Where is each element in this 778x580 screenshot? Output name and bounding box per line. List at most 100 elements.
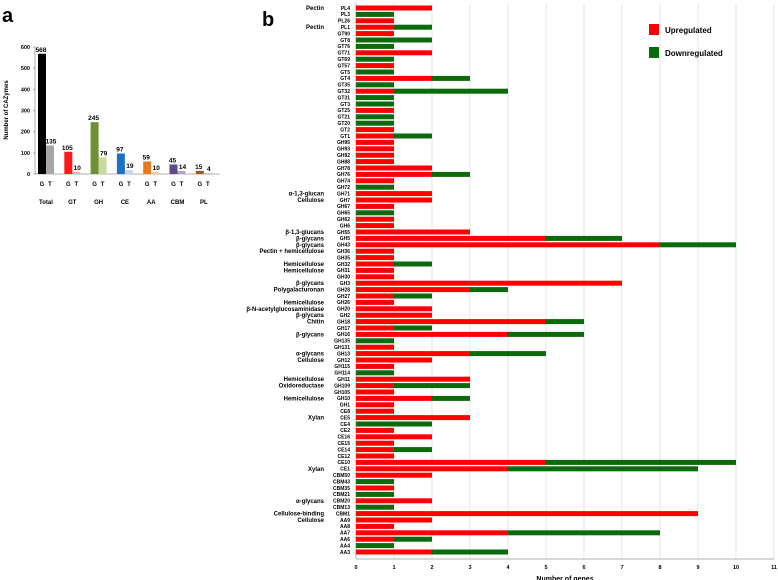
bar-up-gh43 [356, 242, 660, 248]
bar-down-gh28 [470, 287, 508, 293]
substrate-label: Hemicellulose [284, 268, 325, 274]
family-label: GH1 [340, 403, 351, 409]
family-label: GT4 [340, 76, 350, 82]
x-tick-label: 8 [658, 565, 661, 571]
family-label: GT69 [337, 57, 350, 63]
substrate-label: Hemicellulose [284, 300, 325, 306]
family-label: GT57 [337, 63, 350, 69]
substrate-label: α-glycans [296, 499, 325, 505]
x-bar-label: G [66, 182, 71, 188]
family-label: CE8 [340, 409, 350, 415]
family-label: GH2 [340, 313, 351, 319]
chart-b: 0 1 2 3 4 5 6 7 8 9 10 11 Number of genes PL4 Pectin PL… [246, 3, 777, 580]
data-label: 105 [62, 145, 73, 152]
y-tick-label: 300 [21, 109, 30, 115]
bar-up-gh16 [356, 331, 508, 337]
x-tick-label: 1 [392, 565, 395, 571]
x-bar-label: T [74, 182, 78, 188]
bar-up-gt57 [356, 63, 394, 69]
bar-up-gh95 [356, 139, 394, 145]
family-label: GH135 [334, 339, 350, 345]
family-label: GH11 [337, 377, 350, 383]
bar-gh-t [98, 157, 107, 174]
bar-down-pl1 [394, 24, 432, 30]
family-label: CE12 [337, 454, 350, 460]
bar-up-gh93 [356, 146, 394, 152]
x-bar-label: T [101, 182, 105, 188]
family-label: GH62 [337, 217, 350, 223]
bar-up-ce1 [356, 466, 508, 472]
data-label: 15 [195, 164, 203, 171]
family-label: GH78 [337, 166, 350, 172]
y-tick-label: 0 [27, 172, 30, 178]
family-label: GH95 [337, 140, 350, 146]
bar-down-gh16 [508, 331, 584, 337]
x-category-label: Total [39, 200, 53, 206]
bar-up-gh11 [356, 376, 470, 382]
family-label: GH72 [337, 185, 350, 191]
family-label: GH26 [337, 300, 350, 306]
bar-up-aa3 [356, 549, 432, 555]
substrate-label: α-1,3-glucan [289, 192, 325, 198]
substrate-label: α-glycans [296, 352, 325, 358]
family-label: GH36 [337, 249, 350, 255]
family-label: GH92 [337, 153, 350, 159]
bar-down-aa3 [432, 549, 508, 555]
family-label: GH7 [340, 198, 351, 204]
family-label: AA8 [340, 524, 350, 530]
x-bar-label: T [206, 182, 210, 188]
bar-aa-t [151, 171, 160, 174]
data-label: 10 [153, 165, 161, 172]
x-category-label: CE [121, 200, 129, 206]
x-bar-label: T [127, 182, 131, 188]
x-bar-label: G [171, 182, 176, 188]
bar-down-gh32 [394, 261, 432, 267]
bar-aa-g [143, 161, 152, 174]
y-tick-label: 200 [21, 130, 30, 136]
family-label: GH43 [337, 243, 350, 249]
bar-down-gt4 [432, 75, 470, 81]
bar-down-gh72 [356, 184, 394, 190]
family-label: AA6 [340, 537, 350, 543]
bar-down-ce4 [356, 421, 432, 427]
bar-down-cbm13 [356, 504, 394, 510]
legend-swatch-upregulated [649, 24, 659, 35]
bar-down-gh135 [356, 338, 394, 344]
bar-up-ce2 [356, 427, 394, 433]
substrate-label: β-N-acetylglucosaminidase [246, 307, 324, 313]
bar-up-gt2 [356, 127, 394, 133]
substrate-label: Cellulose-binding [274, 512, 325, 518]
data-label: 19 [126, 163, 134, 170]
x-bar-label: T [180, 182, 184, 188]
legend-label-downregulated: Downregulated [665, 49, 723, 58]
bar-up-gh26 [356, 299, 394, 305]
bar-up-gh20 [356, 306, 432, 312]
bar-up-gh3 [356, 280, 622, 286]
bar-up-gh92 [356, 152, 394, 158]
data-label: 245 [88, 115, 99, 122]
substrate-label: Hemicellulose [284, 396, 325, 402]
family-label: AA9 [340, 518, 350, 524]
family-label: GH74 [337, 179, 350, 185]
chart-a: 0 100 200 300 400 500 600 Number of CAZymes 568 G… [4, 45, 220, 206]
bar-up-cbm50 [356, 472, 432, 478]
bar-up-ce10 [356, 459, 546, 465]
data-label: 79 [100, 150, 108, 157]
substrate-label: Hemicellulose [284, 377, 325, 383]
family-label: GH93 [337, 147, 350, 153]
x-tick-label: 4 [506, 565, 510, 571]
bar-up-gh31 [356, 267, 394, 273]
bar-down-aa6 [394, 536, 432, 542]
x-bar-label: G [92, 182, 97, 188]
bar-up-gt1 [356, 133, 394, 139]
x-tick-label: 3 [468, 565, 471, 571]
y-axis-title: Number of CAZymes [4, 80, 10, 140]
bar-up-aa8 [356, 523, 394, 529]
family-label: GH20 [337, 307, 350, 313]
substrate-label: β-glycans [296, 281, 325, 287]
family-label: GT71 [337, 51, 350, 57]
x-bar-label: T [48, 182, 52, 188]
bar-down-aa7 [508, 530, 660, 536]
bar-total-g [38, 53, 46, 175]
